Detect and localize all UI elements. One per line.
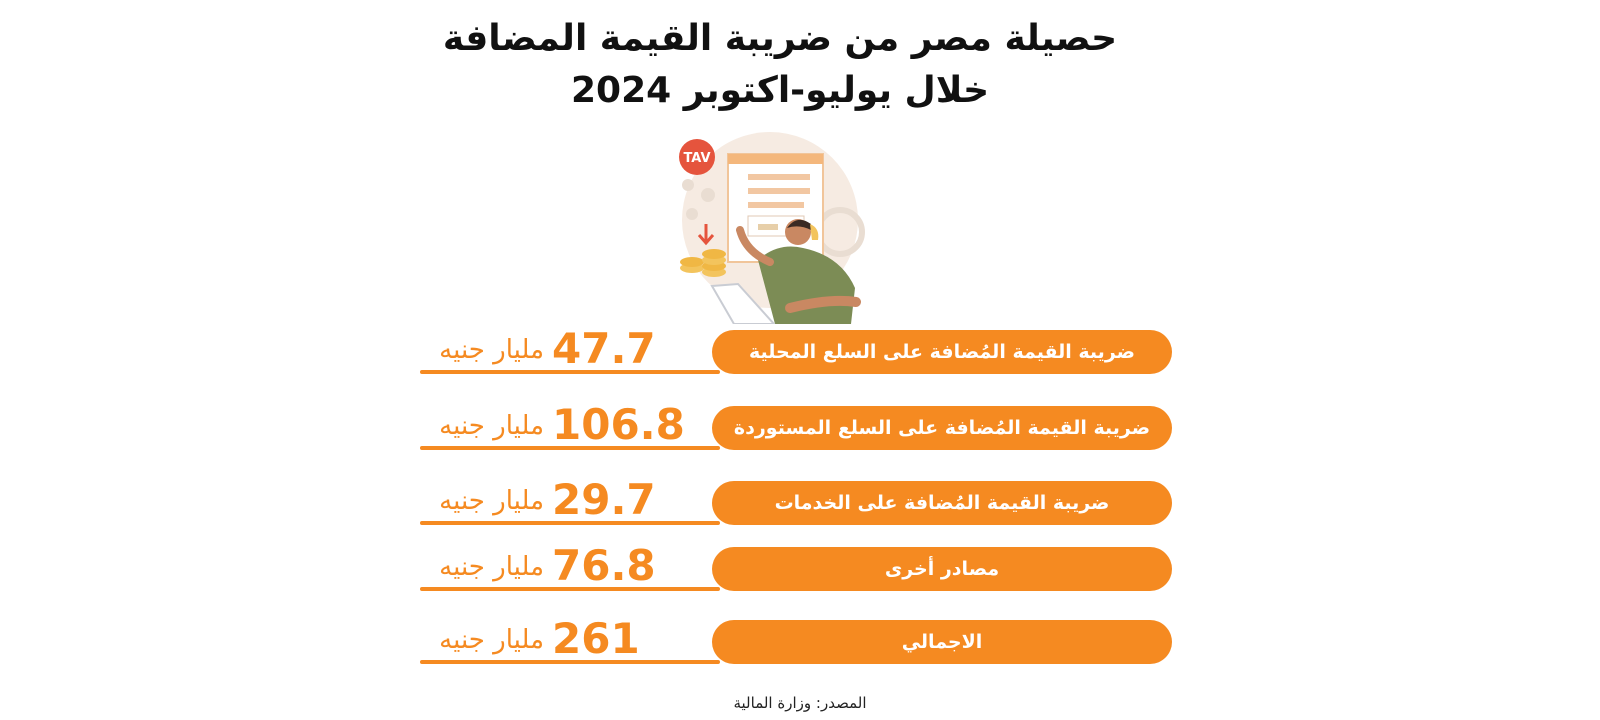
table-row: مصادر أخرى 76.8 مليار جنيه (0, 541, 1600, 607)
coin-stack (680, 249, 726, 277)
table-row: ضريبة القيمة المُضافة على السلع المستورد… (0, 400, 1600, 466)
row-unit: مليار جنيه (439, 625, 544, 655)
row-underline (420, 521, 720, 525)
table-row: ضريبة القيمة المُضافة على الخدمات 29.7 ملي… (0, 475, 1600, 541)
row-value: 76.8 (552, 541, 656, 590)
source-note: المصدر: وزارة المالية (733, 694, 867, 712)
row-underline (420, 446, 720, 450)
row-label: ضريبة القيمة المُضافة على الخدمات (712, 481, 1172, 525)
laptop (710, 282, 776, 324)
table-row: الاجمالي 261 مليار جنيه (0, 614, 1600, 680)
row-label: ضريبة القيمة المُضافة على السلع المحلية (712, 330, 1172, 374)
row-unit: مليار جنيه (439, 486, 544, 516)
row-unit: مليار جنيه (439, 335, 544, 365)
row-underline (420, 587, 720, 591)
down-arrow-icon (697, 224, 715, 246)
row-underline (420, 660, 720, 664)
browser-bar (728, 154, 823, 164)
row-value: 106.8 (552, 400, 685, 449)
row-value: 261 (552, 614, 640, 663)
tax-person-coins-illustration: TAV (679, 132, 865, 324)
row-underline (420, 370, 720, 374)
row-label: مصادر أخرى (712, 547, 1172, 591)
tav-badge (679, 139, 715, 175)
row-unit: مليار جنيه (439, 411, 544, 441)
row-unit: مليار جنيه (439, 552, 544, 582)
table-row: ضريبة القيمة المُضافة على السلع المحلية 4… (0, 324, 1600, 390)
tav-badge-text: TAV (683, 151, 710, 166)
chart-title-line1: حصيلة مصر من ضريبة القيمة المضافة (442, 18, 1118, 59)
chart-title-line2: خلال يوليو-اكتوبر 2024 (570, 70, 990, 111)
row-label: الاجمالي (712, 620, 1172, 664)
person-arm (736, 226, 774, 266)
row-value: 47.7 (552, 324, 656, 373)
row-value: 29.7 (552, 475, 656, 524)
row-label: ضريبة القيمة المُضافة على السلع المستورد… (712, 406, 1172, 450)
